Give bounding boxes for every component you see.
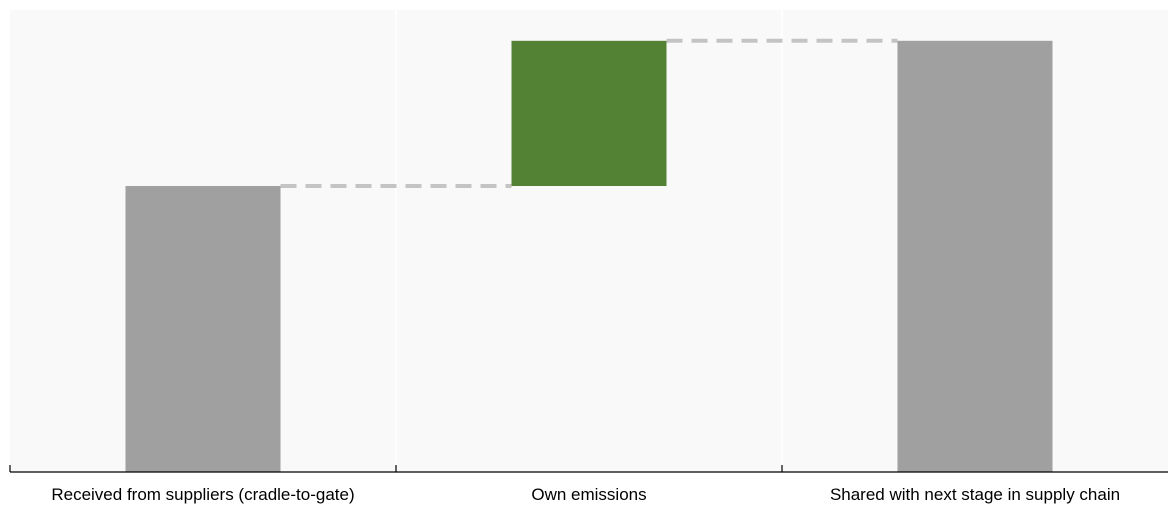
bar-layer xyxy=(125,40,1053,473)
bar-increase xyxy=(511,40,667,186)
grid-layer xyxy=(395,10,783,472)
x-axis xyxy=(9,465,1168,473)
bar-total xyxy=(897,40,1053,473)
x-tick-labels: Received from suppliers (cradle-to-gate)… xyxy=(51,485,1120,504)
connector-layer xyxy=(280,38,898,188)
x-tick-label: Shared with next stage in supply chain xyxy=(830,485,1120,504)
x-tick-label: Received from suppliers (cradle-to-gate) xyxy=(51,485,354,504)
x-tick-label: Own emissions xyxy=(531,485,646,504)
bar-total xyxy=(125,186,281,472)
